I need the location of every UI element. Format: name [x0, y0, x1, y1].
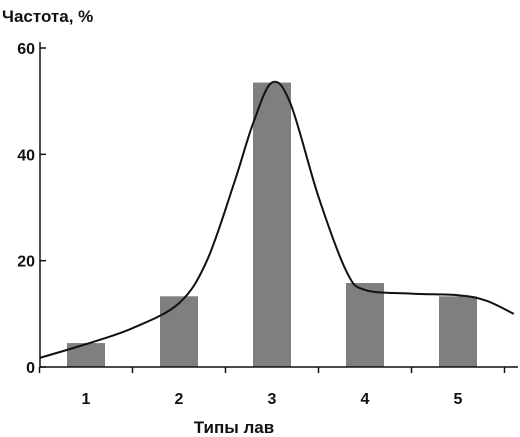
x-tick-label: 2	[175, 391, 184, 408]
bars-group	[67, 82, 477, 367]
bar-3	[253, 82, 291, 367]
y-tick-label: 0	[26, 360, 35, 377]
x-tick-label: 1	[82, 391, 91, 408]
y-tick-label: 40	[17, 147, 35, 164]
bar-4	[346, 282, 384, 367]
bar-1	[67, 343, 105, 367]
frequency-curve	[39, 80, 515, 359]
x-axis-title: Типы лав	[194, 418, 274, 437]
x-tick-label: 3	[268, 391, 277, 408]
bar-5	[439, 296, 477, 367]
x-ticks-group: 1 2 3 4 5	[38, 367, 506, 408]
x-tick-label: 4	[361, 391, 370, 408]
x-tick-label: 5	[454, 391, 463, 408]
y-axis-title: Частота, %	[2, 7, 93, 26]
y-tick-label: 20	[17, 254, 35, 271]
bar-2	[160, 296, 198, 367]
y-ticks-group: 0 20 40 60	[17, 41, 46, 377]
y-tick-label: 60	[17, 41, 35, 58]
